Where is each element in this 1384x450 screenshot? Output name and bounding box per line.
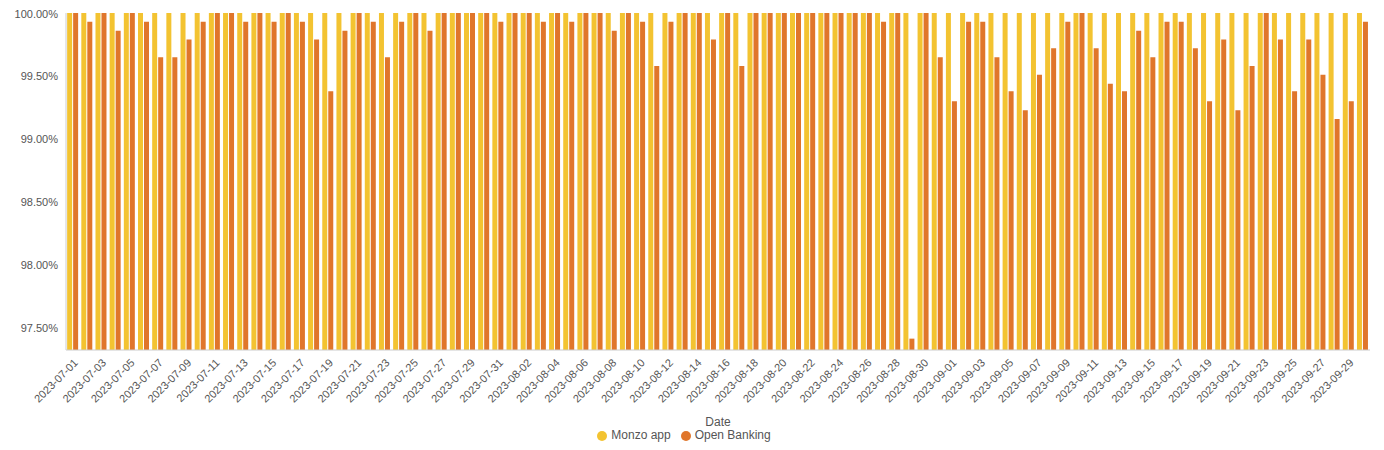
svg-text:2023-08-20: 2023-08-20 <box>740 356 789 405</box>
svg-text:2023-07-05: 2023-07-05 <box>88 356 137 405</box>
svg-text:2023-07-17: 2023-07-17 <box>258 356 307 405</box>
svg-text:98.00%: 98.00% <box>21 259 59 271</box>
svg-text:2023-07-27: 2023-07-27 <box>400 356 449 405</box>
svg-text:2023-09-17: 2023-09-17 <box>1137 356 1186 405</box>
svg-text:98.50%: 98.50% <box>21 196 59 208</box>
svg-text:2023-09-13: 2023-09-13 <box>1080 356 1129 405</box>
svg-text:2023-08-04: 2023-08-04 <box>513 356 562 405</box>
svg-text:2023-07-31: 2023-07-31 <box>457 356 506 405</box>
svg-text:2023-09-07: 2023-09-07 <box>995 356 1044 405</box>
svg-text:2023-09-01: 2023-09-01 <box>910 356 959 405</box>
svg-text:Date: Date <box>705 415 731 429</box>
svg-text:2023-07-19: 2023-07-19 <box>286 356 336 405</box>
svg-text:2023-08-18: 2023-08-18 <box>712 356 761 405</box>
svg-text:2023-09-25: 2023-09-25 <box>1250 356 1299 405</box>
svg-text:2023-08-16: 2023-08-16 <box>683 356 732 405</box>
svg-text:2023-08-26: 2023-08-26 <box>825 356 874 405</box>
svg-text:2023-09-27: 2023-09-27 <box>1279 356 1328 405</box>
svg-text:2023-07-15: 2023-07-15 <box>230 356 279 405</box>
html-text:Open Banking: Open Banking <box>694 428 771 442</box>
svg-text:2023-07-09: 2023-07-09 <box>145 356 194 405</box>
svg-text:2023-09-23: 2023-09-23 <box>1222 356 1271 405</box>
svg-text:2023-09-03: 2023-09-03 <box>938 356 988 405</box>
svg-text:2023-07-23: 2023-07-23 <box>343 356 392 405</box>
svg-text:2023-08-22: 2023-08-22 <box>768 356 818 405</box>
svg-text:2023-08-10: 2023-08-10 <box>598 356 647 405</box>
svg-text:2023-09-09: 2023-09-09 <box>1023 356 1073 405</box>
svg-text:2023-09-21: 2023-09-21 <box>1194 356 1243 405</box>
svg-text:2023-07-07: 2023-07-07 <box>116 356 166 405</box>
svg-text:2023-07-11: 2023-07-11 <box>174 356 222 405</box>
svg-text:2023-08-24: 2023-08-24 <box>797 356 846 405</box>
svg-text:99.50%: 99.50% <box>21 70 59 82</box>
svg-text:2023-09-05: 2023-09-05 <box>967 356 1016 405</box>
svg-text:2023-08-08: 2023-08-08 <box>570 356 619 405</box>
svg-text:99.00%: 99.00% <box>21 133 59 145</box>
svg-text:100.00%: 100.00% <box>15 8 59 20</box>
svg-text:2023-08-14: 2023-08-14 <box>655 356 704 405</box>
svg-text:2023-08-30: 2023-08-30 <box>882 356 931 405</box>
svg-text:2023-08-12: 2023-08-12 <box>627 356 676 405</box>
svg-text:2023-08-02: 2023-08-02 <box>485 356 534 405</box>
html-text:Monzo app: Monzo app <box>611 428 671 442</box>
svg-text:2023-07-25: 2023-07-25 <box>371 356 421 405</box>
svg-text:2023-08-28: 2023-08-28 <box>853 356 903 405</box>
svg-text:2023-07-03: 2023-07-03 <box>60 356 109 405</box>
svg-text:2023-08-06: 2023-08-06 <box>542 356 591 405</box>
svg-text:2023-07-01: 2023-07-01 <box>31 356 80 405</box>
svg-text:2023-09-19: 2023-09-19 <box>1165 356 1214 405</box>
svg-text:2023-07-29: 2023-07-29 <box>428 356 477 405</box>
svg-text:2023-09-15: 2023-09-15 <box>1109 356 1158 405</box>
svg-text:2023-07-13: 2023-07-13 <box>201 356 251 405</box>
svg-text:97.50%: 97.50% <box>21 322 59 334</box>
svg-text:2023-07-21: 2023-07-21 <box>315 356 364 405</box>
svg-text:2023-09-29: 2023-09-29 <box>1307 356 1355 404</box>
svg-text:2023-09-11: 2023-09-11 <box>1052 356 1101 405</box>
